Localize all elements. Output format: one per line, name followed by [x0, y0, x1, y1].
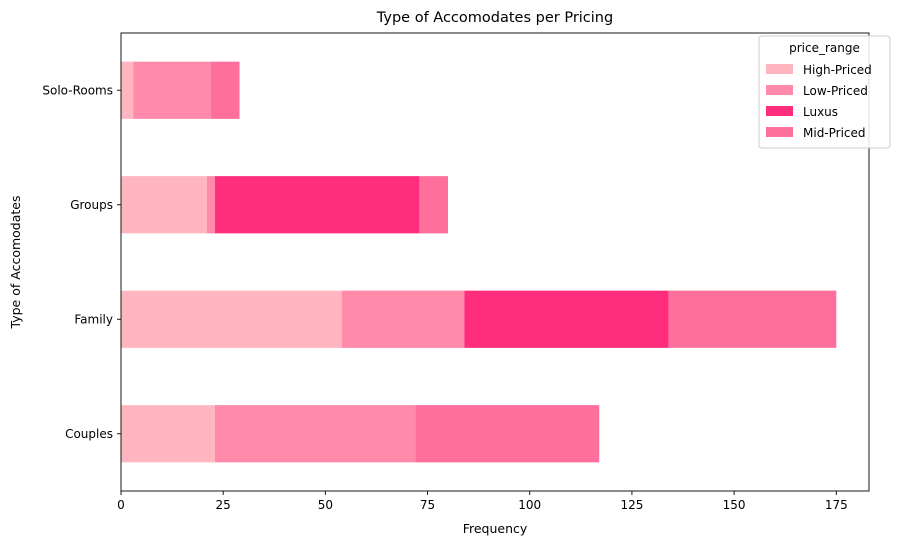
bar-family-luxus	[464, 290, 669, 348]
x-tick-label: 75	[420, 498, 435, 512]
legend-label-mid-priced: Mid-Priced	[803, 126, 866, 140]
x-tick-label: 150	[723, 498, 746, 512]
plot-frame	[120, 32, 870, 492]
bars-layer	[121, 61, 837, 463]
bar-solo-rooms-mid-priced	[210, 61, 240, 119]
x-tick-label: 25	[216, 498, 231, 512]
bar-solo-rooms-high-priced	[121, 61, 134, 119]
bar-groups-low-priced	[206, 176, 216, 234]
bar-couples-low-priced	[215, 405, 416, 463]
legend: price_range High-Priced Low-Priced Luxus Mid…	[758, 35, 891, 149]
legend-label-low-priced: Low-Priced	[803, 84, 868, 98]
y-tick-label: Solo-Rooms	[42, 83, 113, 97]
x-tick-label: 125	[620, 498, 643, 512]
y-tick-label: Family	[74, 312, 113, 326]
legend-swatch-mid-priced	[766, 127, 793, 137]
legend-swatch-low-priced	[766, 85, 793, 95]
legend-label-high-priced: High-Priced	[803, 63, 872, 77]
bar-family-mid-priced	[668, 290, 837, 348]
legend-swatch-luxus	[766, 106, 793, 116]
bar-couples-high-priced	[121, 405, 216, 463]
bar-family-low-priced	[341, 290, 465, 348]
bar-solo-rooms-low-priced	[133, 61, 211, 119]
chart-title: Type of Accomodates per Pricing	[376, 10, 613, 26]
bar-groups-high-priced	[121, 176, 207, 234]
axes-layer: 0 25 50 75 100 125 150 175 Couples Family Groups So…	[42, 32, 870, 512]
legend-title: price_range	[789, 41, 860, 55]
legend-label-luxus: Luxus	[803, 105, 838, 119]
bar-groups-mid-priced	[419, 176, 448, 234]
bar-couples-mid-priced	[415, 405, 600, 463]
x-axis-label: Frequency	[463, 521, 528, 536]
y-tick-label: Couples	[65, 427, 113, 441]
x-tick-label: 50	[318, 498, 333, 512]
y-tick-label: Groups	[70, 198, 113, 212]
bar-groups-luxus	[215, 176, 420, 234]
x-tick-label: 175	[825, 498, 848, 512]
bar-family-high-priced	[121, 290, 342, 348]
x-tick-label: 100	[518, 498, 541, 512]
legend-swatch-high-priced	[766, 64, 793, 74]
x-tick-label: 0	[117, 498, 125, 512]
y-axis-label: Type of Accomodates	[8, 196, 23, 330]
